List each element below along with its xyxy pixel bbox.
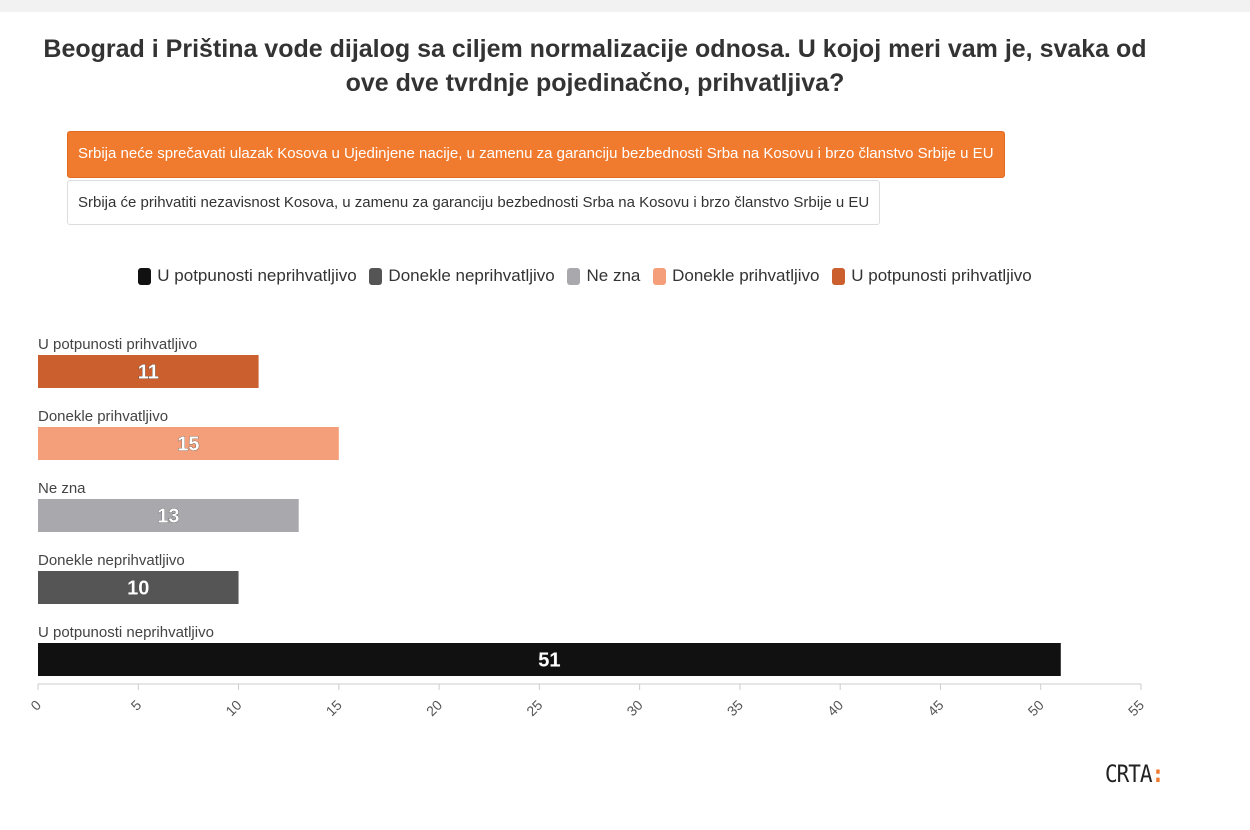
- x-tick-label: 45: [924, 697, 946, 719]
- bar-value-label: 51: [538, 650, 560, 672]
- legend-item-dont-know[interactable]: Ne zna: [567, 266, 640, 286]
- legend-label: Donekle prihvatljivo: [672, 266, 820, 285]
- chart-legend: U potpunosti neprihvatljivo Donekle nepr…: [0, 266, 1170, 290]
- x-tick-label: 5: [128, 697, 145, 714]
- legend-item-fully-acceptable[interactable]: U potpunosti prihvatljivo: [832, 266, 1032, 286]
- legend-label: Ne zna: [586, 266, 641, 285]
- x-tick-label: 15: [323, 697, 345, 719]
- tab-independence[interactable]: Srbija će prihvatiti nezavisnost Kosova,…: [67, 180, 881, 225]
- category-label: U potpunosti prihvatljivo: [38, 336, 197, 353]
- legend-swatch: [567, 267, 581, 285]
- category-label: Donekle neprihvatljivo: [38, 552, 185, 569]
- brand-colon: :: [1151, 760, 1165, 788]
- x-tick-label: 30: [623, 697, 645, 719]
- brand-text: CRTA: [1105, 760, 1153, 788]
- bar-value-label: 13: [157, 506, 179, 528]
- x-tick-label: 50: [1025, 697, 1047, 719]
- legend-swatch: [832, 267, 846, 285]
- bar[interactable]: [38, 499, 299, 532]
- category-label: U potpunosti neprihvatljivo: [38, 624, 214, 641]
- crta-logo: CRTA:: [1105, 760, 1165, 788]
- legend-item-somewhat-unacceptable[interactable]: Donekle neprihvatljivo: [369, 266, 555, 286]
- bar-value-label: 15: [177, 434, 199, 456]
- legend-item-fully-unacceptable[interactable]: U potpunosti neprihvatljivo: [138, 266, 357, 286]
- x-tick-label: 35: [724, 697, 746, 719]
- legend-item-somewhat-acceptable[interactable]: Donekle prihvatljivo: [653, 266, 820, 286]
- bar[interactable]: [38, 643, 1061, 676]
- x-tick-label: 40: [824, 697, 846, 719]
- x-tick-label: 25: [523, 697, 545, 719]
- chart-title: Beograd i Priština vode dijalog sa cilje…: [43, 35, 1147, 97]
- legend-swatch: [138, 267, 152, 285]
- bar[interactable]: [38, 427, 339, 460]
- legend-label: U potpunosti neprihvatljivo: [157, 266, 357, 285]
- legend-label: U potpunosti prihvatljivo: [851, 266, 1032, 285]
- legend-swatch: [653, 267, 667, 285]
- bar[interactable]: [38, 355, 259, 388]
- bar-value-label: 11: [138, 362, 159, 384]
- tab-un-membership[interactable]: Srbija neće sprečavati ulazak Kosova u U…: [67, 131, 1005, 178]
- x-tick-label: 10: [222, 697, 244, 719]
- legend-label: Donekle neprihvatljivo: [388, 266, 555, 285]
- legend-swatch: [369, 267, 383, 285]
- x-tick-label: 55: [1125, 697, 1147, 719]
- category-label: Ne zna: [38, 480, 86, 497]
- bar-value-label: 10: [127, 578, 149, 600]
- x-tick-label: 20: [423, 697, 445, 719]
- top-bar: [0, 0, 1250, 12]
- bar[interactable]: [38, 571, 239, 604]
- x-tick-label: 0: [27, 697, 44, 714]
- category-label: Donekle prihvatljivo: [38, 408, 168, 425]
